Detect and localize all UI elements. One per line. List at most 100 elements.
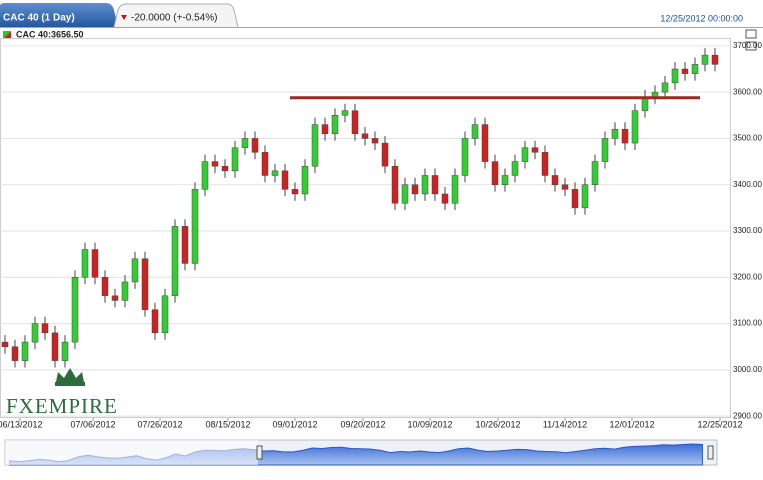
candle-body xyxy=(471,124,479,139)
candle-body xyxy=(131,258,139,283)
navigator-handle[interactable] xyxy=(707,445,714,460)
candle-body xyxy=(681,68,689,74)
x-tick-label: 10/09/2012 xyxy=(407,419,452,429)
y-tick-label: 3200.00 xyxy=(733,272,762,281)
candle-body xyxy=(261,152,269,176)
candle-body xyxy=(201,161,209,190)
candle-body xyxy=(511,161,519,176)
candle-body xyxy=(111,295,119,301)
y-tick-label: 3500.00 xyxy=(733,134,762,143)
x-tick-label: 10/26/2012 xyxy=(475,419,520,429)
candle-body xyxy=(51,332,59,361)
x-tick-label: 08/15/2012 xyxy=(205,419,250,429)
candle-body xyxy=(291,189,299,195)
candle-body xyxy=(621,128,629,144)
candle-body xyxy=(611,128,619,139)
candle-body xyxy=(591,161,599,185)
candle-body xyxy=(501,175,509,185)
candle-body xyxy=(31,323,39,343)
x-tick-label: 06/13/2012 xyxy=(0,419,43,429)
y-tick-label: 3100.00 xyxy=(733,319,762,328)
candle-body xyxy=(281,170,289,190)
candle-body xyxy=(271,170,279,176)
x-tick-label: 07/06/2012 xyxy=(70,419,115,429)
candle-body xyxy=(351,110,359,135)
tab-title: CAC 40 (1 Day) xyxy=(3,13,75,24)
candle-body xyxy=(451,175,459,204)
candle-body xyxy=(231,147,239,172)
candle-body xyxy=(221,165,229,172)
candle-body xyxy=(151,309,159,334)
candle-body xyxy=(211,161,219,167)
candle-body xyxy=(561,184,569,190)
candle-body xyxy=(631,110,639,144)
y-tick-label: 3300.00 xyxy=(733,226,762,235)
candle-body xyxy=(551,175,559,185)
candle-body xyxy=(21,341,29,361)
plot-frame xyxy=(0,38,731,418)
candle-body xyxy=(701,54,709,65)
legend-icon xyxy=(3,31,11,39)
candle-body xyxy=(171,226,179,297)
candle-body xyxy=(251,138,259,153)
datetime: 12/25/2012 00:00:00 xyxy=(660,13,743,23)
candle-body xyxy=(331,115,339,135)
navigator-handle[interactable] xyxy=(256,445,263,460)
logo-text: FXEMPIRE xyxy=(6,394,118,418)
crown-base xyxy=(55,382,85,386)
x-tick-label: 07/26/2012 xyxy=(137,419,182,429)
x-tick-label: 09/20/2012 xyxy=(340,419,385,429)
candle-body xyxy=(461,138,469,176)
candle-body xyxy=(401,184,409,204)
candle-body xyxy=(41,323,49,334)
candle-body xyxy=(311,124,319,167)
candle-body xyxy=(11,346,19,361)
x-tick-label: 11/14/2012 xyxy=(543,419,587,429)
navigator-mask xyxy=(5,440,258,465)
candle-body xyxy=(421,175,429,195)
candle-body xyxy=(481,124,489,162)
candle-body xyxy=(91,249,99,278)
candle-body xyxy=(671,68,679,84)
candle-body xyxy=(61,341,69,361)
candle-body xyxy=(121,281,129,301)
candle-body xyxy=(71,277,79,343)
candle-body xyxy=(381,142,389,167)
candle-body xyxy=(691,64,699,74)
window-button[interactable] xyxy=(745,41,757,51)
candle-body xyxy=(101,277,109,297)
candle-body xyxy=(391,165,399,204)
y-tick-label: 3400.00 xyxy=(733,180,762,189)
candle-body xyxy=(521,147,529,162)
candle-body xyxy=(441,193,449,204)
x-tick-label: 12/25/2012 xyxy=(697,419,742,429)
candle-body xyxy=(81,249,89,278)
candle-body xyxy=(301,165,309,195)
candle-body xyxy=(1,341,9,347)
legend: CAC 40:3656.50 xyxy=(16,29,84,39)
candle-body xyxy=(541,152,549,176)
tab[interactable] xyxy=(0,3,118,27)
candle-body xyxy=(371,138,379,144)
change-text: -20.0000 (+-0.54%) xyxy=(131,13,217,24)
window-button[interactable] xyxy=(745,29,757,39)
down-arrow xyxy=(121,15,127,20)
y-tick-label: 2900.00 xyxy=(733,411,762,420)
y-tick-label: 3700.00 xyxy=(733,41,762,50)
x-tick-label: 09/01/2012 xyxy=(272,419,317,429)
candle-body xyxy=(661,82,669,93)
y-tick-label: 3600.00 xyxy=(733,87,762,96)
crown xyxy=(56,368,84,382)
candle-body xyxy=(581,184,589,209)
candle-body xyxy=(571,189,579,209)
change-tab xyxy=(113,3,239,28)
candle-body xyxy=(711,54,719,65)
candle-body xyxy=(181,226,189,264)
y-tick-label: 3000.00 xyxy=(733,365,762,374)
candle-body xyxy=(601,138,609,162)
candle-body xyxy=(191,189,199,264)
candle-body xyxy=(531,147,539,153)
x-tick-label: 12/01/2012 xyxy=(609,419,654,429)
candle-body xyxy=(341,110,349,116)
